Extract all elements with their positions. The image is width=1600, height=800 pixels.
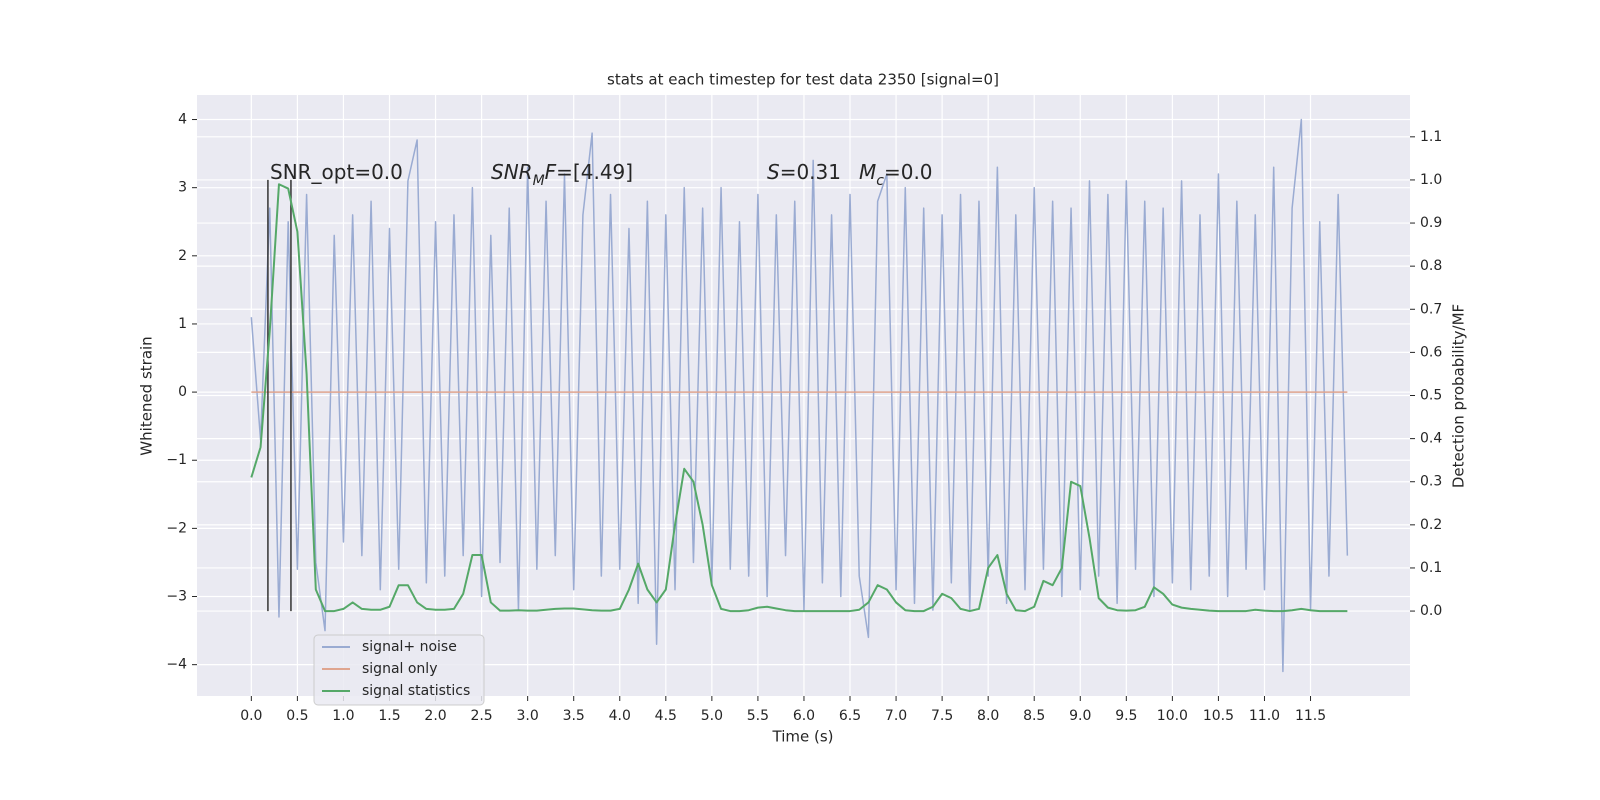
legend-box — [313, 634, 485, 706]
x-tick-label: 5.0 — [701, 708, 723, 724]
x-tick-label: 10.0 — [1157, 708, 1188, 724]
annotation-part: S — [767, 160, 780, 184]
x-tick-label: 7.0 — [885, 708, 907, 724]
x-axis-label: Time (s) — [772, 728, 834, 746]
annotation-part: SNR_opt=0.0 — [270, 160, 403, 184]
y-tick-label: 1 — [178, 316, 187, 332]
x-tick-label: 11.0 — [1249, 708, 1280, 724]
x-tick-label: 1.0 — [332, 708, 354, 724]
x-tick-label: 9.5 — [1115, 708, 1137, 724]
y2-tick-label: 0.0 — [1420, 603, 1442, 619]
y2-tick-label: 0.6 — [1420, 344, 1442, 360]
y2-tick-label: 0.4 — [1420, 431, 1442, 447]
series-line — [250, 183, 1348, 613]
annotation-part: =0.0 — [884, 160, 933, 184]
x-tick-label: 10.5 — [1203, 708, 1234, 724]
x-tick-label: 0.5 — [286, 708, 308, 724]
x-tick-label: 4.5 — [655, 708, 677, 724]
x-tick-label: 2.5 — [470, 708, 492, 724]
x-tick-label: 7.5 — [931, 708, 953, 724]
x-tick-label: 4.0 — [609, 708, 631, 724]
x-tick-label: 2.0 — [424, 708, 446, 724]
x-tick-label: 0.0 — [240, 708, 262, 724]
annotation-part: F — [545, 160, 557, 184]
y2-tick-label: 0.9 — [1420, 215, 1442, 231]
y-tick-label: −2 — [166, 520, 187, 536]
y-tick-label: −4 — [166, 657, 187, 673]
x-tick-label: 1.5 — [378, 708, 400, 724]
series-line — [250, 118, 1349, 673]
x-tick-label: 9.0 — [1069, 708, 1091, 724]
x-tick-label: 6.0 — [793, 708, 815, 724]
annotation-part: =0.31 — [780, 160, 841, 184]
x-tick-label: 5.5 — [747, 708, 769, 724]
y2-tick-label: 0.7 — [1420, 301, 1442, 317]
y2-axis-label: Detection probability/MF — [1450, 304, 1468, 488]
annotation-part: M — [859, 160, 876, 184]
legend-label: signal+ noise — [362, 639, 457, 655]
annotation-part: M — [533, 173, 545, 189]
annotation-part: =[4.49] — [556, 160, 633, 184]
legend-label: signal only — [362, 661, 437, 677]
y-tick-label: −1 — [166, 452, 187, 468]
legend-label: signal statistics — [362, 683, 470, 699]
annotation-part: c — [876, 173, 884, 189]
annotation: S=0.31 — [767, 160, 841, 184]
y-tick-label: 3 — [178, 180, 187, 196]
y2-tick-label: 1.0 — [1420, 172, 1442, 188]
chart-title: stats at each timestep for test data 235… — [607, 71, 999, 89]
x-tick-label: 8.0 — [977, 708, 999, 724]
y2-tick-label: 0.8 — [1420, 258, 1442, 274]
annotation-part: SNR — [491, 160, 533, 184]
y-tick-label: 2 — [178, 248, 187, 264]
y-tick-label: 0 — [178, 384, 187, 400]
y2-tick-label: 0.3 — [1420, 474, 1442, 490]
annotation: SNR_opt=0.0 — [270, 160, 403, 184]
y2-tick-label: 0.5 — [1420, 388, 1442, 404]
x-tick-label: 6.5 — [839, 708, 861, 724]
y-tick-label: 4 — [178, 112, 187, 128]
x-tick-label: 3.5 — [563, 708, 585, 724]
x-tick-label: 11.5 — [1295, 708, 1326, 724]
x-tick-label: 8.5 — [1023, 708, 1045, 724]
y-tick-label: −3 — [166, 589, 187, 605]
y-axis-label: Whitened strain — [138, 336, 156, 455]
y2-tick-label: 0.2 — [1420, 517, 1442, 533]
y2-tick-label: 1.1 — [1420, 129, 1442, 145]
annotation: SNRMF=[4.49] — [491, 160, 633, 190]
annotation: Mc=0.0 — [859, 160, 933, 190]
x-tick-label: 3.0 — [517, 708, 539, 724]
y2-tick-label: 0.1 — [1420, 560, 1442, 576]
